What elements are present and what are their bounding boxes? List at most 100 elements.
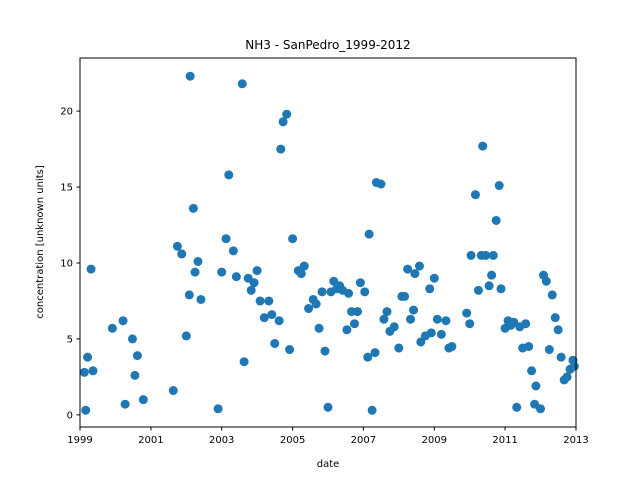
data-point <box>228 246 238 256</box>
data-point <box>132 351 142 361</box>
data-point <box>86 264 96 274</box>
data-point <box>556 352 566 362</box>
x-tick-label: 2001 <box>138 435 163 446</box>
data-point <box>255 296 265 306</box>
points-layer <box>79 71 579 415</box>
data-point <box>231 272 241 282</box>
data-point <box>426 328 436 338</box>
data-point <box>184 290 194 300</box>
data-point <box>425 284 435 294</box>
data-point <box>447 342 457 352</box>
y-tick-label: 20 <box>60 107 73 118</box>
data-point <box>569 361 579 371</box>
data-point <box>311 299 321 309</box>
data-point <box>400 291 410 301</box>
data-point <box>181 331 191 341</box>
data-point <box>370 348 380 358</box>
x-tick-label: 1999 <box>67 435 92 446</box>
plot-frame <box>79 57 577 428</box>
x-tick-label: 2011 <box>492 435 517 446</box>
data-point <box>403 264 413 274</box>
y-tick-label: 5 <box>67 334 73 345</box>
data-point <box>414 261 424 271</box>
data-point <box>379 314 389 324</box>
data-point <box>118 316 128 326</box>
data-point <box>88 366 98 376</box>
data-point <box>270 338 280 348</box>
data-point <box>217 267 227 277</box>
x-tick-label: 2003 <box>209 435 234 446</box>
data-point <box>473 285 483 295</box>
data-point <box>432 314 442 324</box>
data-point <box>531 381 541 391</box>
data-point <box>410 269 420 279</box>
data-point <box>406 314 416 324</box>
data-point <box>278 117 288 127</box>
data-point <box>487 270 497 280</box>
data-point <box>382 307 392 317</box>
data-point <box>314 323 324 333</box>
data-point <box>527 366 537 376</box>
data-point <box>478 141 488 151</box>
data-point <box>394 343 404 353</box>
data-point <box>177 249 187 259</box>
data-point <box>193 256 203 266</box>
data-point <box>296 269 306 279</box>
data-point <box>355 278 365 288</box>
data-point <box>323 402 333 412</box>
data-point <box>562 372 572 382</box>
y-tick-label: 10 <box>60 259 73 270</box>
data-point <box>536 404 545 414</box>
data-point <box>79 367 89 377</box>
data-point <box>544 345 554 355</box>
data-point <box>367 405 377 415</box>
data-point <box>259 313 269 323</box>
data-point <box>429 273 439 283</box>
x-axis-label: date <box>317 459 340 470</box>
data-point <box>342 325 352 335</box>
data-point <box>120 399 130 409</box>
data-point <box>138 395 148 405</box>
data-point <box>481 250 491 260</box>
data-point <box>172 241 182 251</box>
data-point <box>441 316 451 326</box>
data-point <box>317 287 327 297</box>
data-point <box>344 288 354 298</box>
x-tick-label: 2013 <box>563 435 588 446</box>
data-point <box>196 294 206 304</box>
data-point <box>470 190 480 200</box>
data-point <box>484 281 494 291</box>
data-point <box>83 352 93 362</box>
data-point <box>185 71 195 81</box>
data-point <box>299 261 309 271</box>
data-point <box>249 278 259 288</box>
data-point <box>550 313 560 323</box>
data-point <box>512 402 522 412</box>
data-point <box>304 304 314 314</box>
data-point <box>360 287 370 297</box>
ticks-layer: 1999 2001 2003 2005 2007 2009 2011 2013 0 5 10 15 20 <box>60 107 588 446</box>
data-point <box>282 109 292 119</box>
data-point <box>465 319 475 329</box>
data-point <box>494 181 504 191</box>
data-point <box>553 325 563 335</box>
data-point <box>364 229 374 239</box>
y-tick-label: 0 <box>67 410 73 421</box>
data-point <box>130 370 140 380</box>
data-point <box>188 203 198 213</box>
data-point <box>488 250 498 260</box>
data-point <box>285 345 295 355</box>
data-point <box>409 305 419 315</box>
data-point <box>521 319 531 329</box>
chart-title: NH3 - SanPedro_1999-2012 <box>245 38 410 52</box>
x-tick-label: 2009 <box>422 435 447 446</box>
data-point <box>127 334 137 344</box>
data-point <box>462 308 472 318</box>
data-point <box>213 404 223 414</box>
y-tick-label: 15 <box>60 183 73 194</box>
data-point <box>237 79 247 89</box>
data-point <box>436 329 446 339</box>
data-point <box>541 276 551 286</box>
data-point <box>81 405 91 415</box>
